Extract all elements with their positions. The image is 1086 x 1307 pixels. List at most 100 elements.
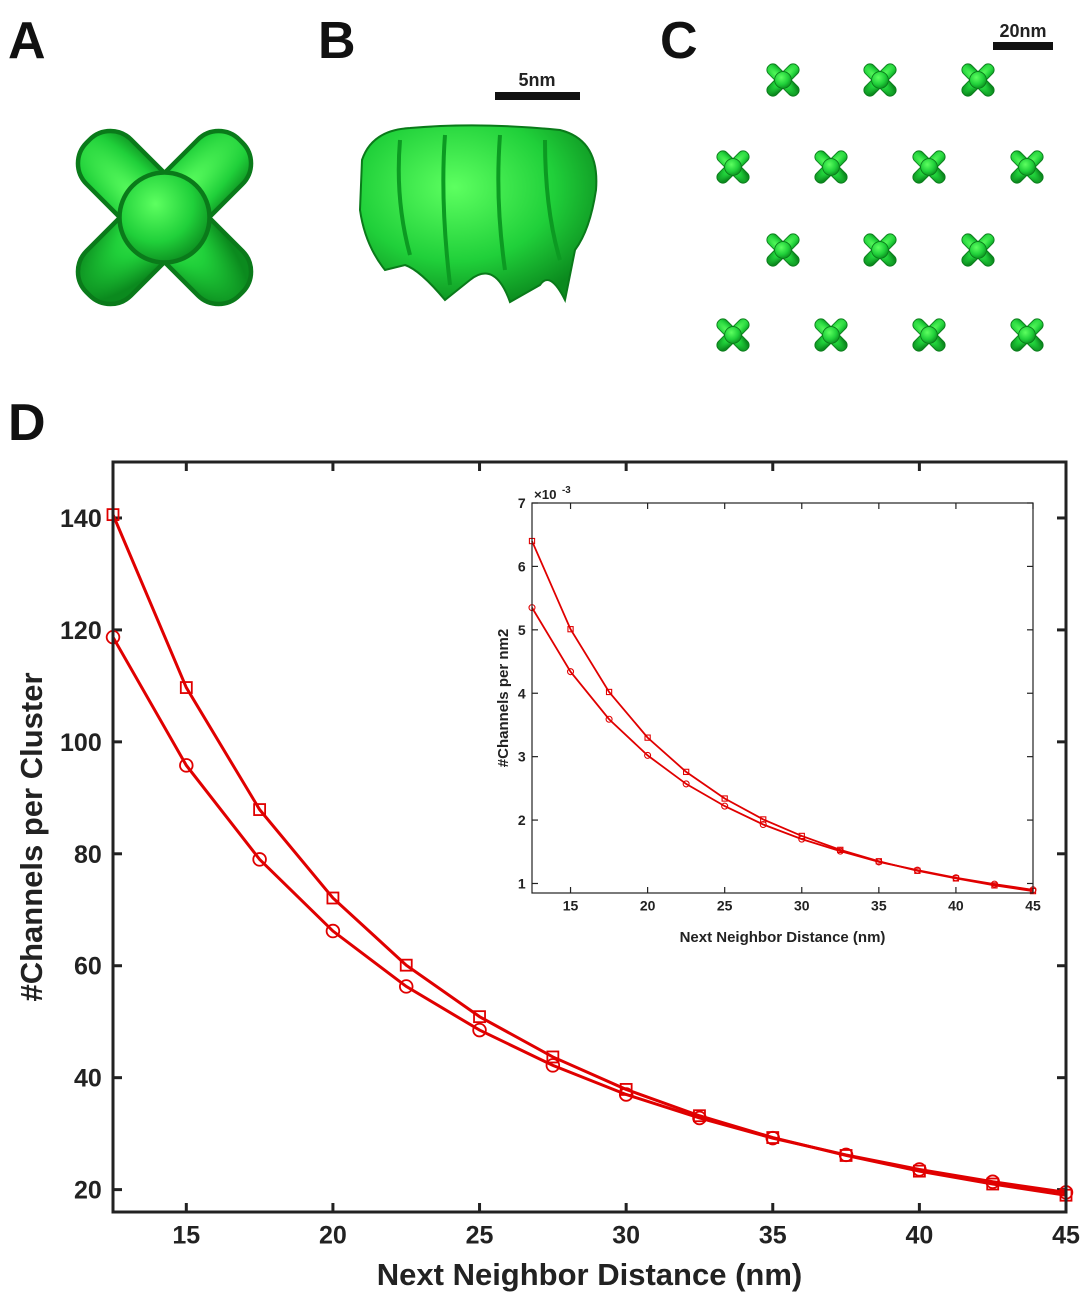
x-tick-label: 45: [1052, 1221, 1080, 1249]
marker-circle: [721, 802, 729, 810]
x-axis-label: Next Neighbor Distance (nm): [680, 929, 886, 946]
x-tick-label: 40: [948, 898, 964, 914]
marker-circle: [682, 780, 690, 788]
y-tick-label: 120: [60, 617, 102, 645]
y-tick-label: 5: [518, 622, 526, 638]
x-tick-label: 20: [319, 1221, 347, 1249]
marker-square: [179, 681, 193, 694]
channel-icon: [910, 148, 948, 186]
marker-circle: [765, 1130, 780, 1146]
marker-circle: [912, 1162, 927, 1177]
marker-circle: [472, 1022, 487, 1038]
marker-circle: [836, 847, 844, 855]
x-tick-label: 30: [612, 1221, 640, 1249]
y-tick-label: 140: [60, 505, 102, 533]
y-tick-label: 20: [74, 1177, 102, 1205]
channel-icon: [1008, 316, 1046, 354]
y-axis-label: #Channels per Cluster: [14, 672, 49, 1001]
axes-box: [531, 502, 1034, 894]
marker-circle: [952, 874, 960, 882]
channel-icon: [910, 316, 948, 354]
marker-square: [644, 734, 651, 741]
marker-circle: [567, 668, 575, 676]
y-multiplier-exponent: -3: [562, 485, 571, 496]
marker-square: [567, 626, 574, 633]
series-line: [531, 607, 1034, 891]
marker-circle: [692, 1110, 707, 1126]
channel-icon: [812, 148, 850, 186]
channel-top-view: [66, 119, 263, 316]
x-tick-label: 15: [172, 1221, 200, 1249]
x-tick-label: 15: [563, 898, 579, 914]
channel-icon: [812, 316, 850, 354]
y-tick-label: 4: [518, 685, 526, 701]
y-axis-label: #Channels per nm2: [495, 629, 512, 767]
marker-circle: [798, 835, 806, 843]
channel-side-detail: [396, 134, 562, 286]
marker-circle: [252, 852, 267, 867]
y-tick-label: 7: [518, 495, 526, 511]
marker-circle: [759, 820, 767, 829]
channel-icon: [714, 316, 752, 354]
panel-label: D: [8, 394, 46, 452]
channel-icon: [1008, 148, 1046, 186]
series-line: [111, 636, 1067, 1194]
scale-bar-label: 5nm: [518, 70, 555, 90]
marker-square: [605, 688, 613, 696]
y-multiplier: ×10: [534, 487, 557, 502]
x-tick-label: 25: [717, 898, 733, 914]
marker-circle: [875, 858, 883, 866]
x-tick-label: 20: [640, 898, 656, 914]
channel-side-view: [358, 124, 598, 304]
x-tick-label: 35: [759, 1221, 787, 1249]
channel-icon: [861, 61, 899, 99]
channel-icon: [959, 61, 997, 99]
panel-label: A: [8, 12, 46, 70]
marker-circle: [179, 758, 194, 773]
y-tick-label: 40: [74, 1065, 102, 1093]
x-tick-label: 45: [1025, 898, 1041, 914]
marker-circle: [838, 1147, 854, 1163]
x-tick-label: 40: [905, 1221, 933, 1249]
y-tick-label: 80: [74, 841, 102, 869]
x-tick-label: 30: [794, 898, 810, 914]
channel-array: [714, 61, 1046, 354]
marker-circle: [605, 715, 613, 723]
marker-square: [683, 768, 690, 776]
axes-box: [111, 460, 1068, 1214]
scale-bar: [993, 42, 1053, 50]
marker-circle: [644, 751, 652, 759]
channel-icon: [861, 231, 899, 269]
marker-square: [253, 803, 267, 816]
marker-square: [326, 891, 340, 905]
y-tick-label: 6: [518, 558, 526, 574]
marker-square: [721, 795, 728, 802]
channel-icon: [714, 148, 752, 186]
channel-icon: [959, 231, 997, 269]
x-axis-label: Next Neighbor Distance (nm): [377, 1257, 802, 1292]
inset-background: [532, 503, 1033, 893]
y-tick-label: 60: [74, 953, 102, 981]
y-tick-label: 100: [60, 729, 102, 757]
x-tick-label: 25: [466, 1221, 494, 1249]
marker-circle: [325, 923, 341, 939]
marker-circle: [618, 1087, 634, 1102]
panel-label: C: [660, 12, 698, 70]
marker-square: [399, 958, 413, 972]
scale-bar-label: 20nm: [999, 21, 1046, 41]
marker-circle: [985, 1174, 1000, 1190]
channel-icon: [764, 61, 802, 99]
marker-circle: [913, 866, 921, 874]
y-tick-label: 2: [518, 812, 526, 828]
marker-square: [546, 1050, 560, 1064]
marker-circle: [399, 979, 414, 994]
y-tick-label: 3: [518, 749, 526, 765]
x-tick-label: 35: [871, 898, 887, 914]
marker-circle: [545, 1058, 561, 1073]
y-tick-label: 1: [518, 876, 526, 892]
scale-bar: [495, 92, 580, 100]
marker-circle: [990, 880, 998, 888]
channel-icon: [764, 231, 802, 269]
panel-label: B: [318, 12, 356, 70]
